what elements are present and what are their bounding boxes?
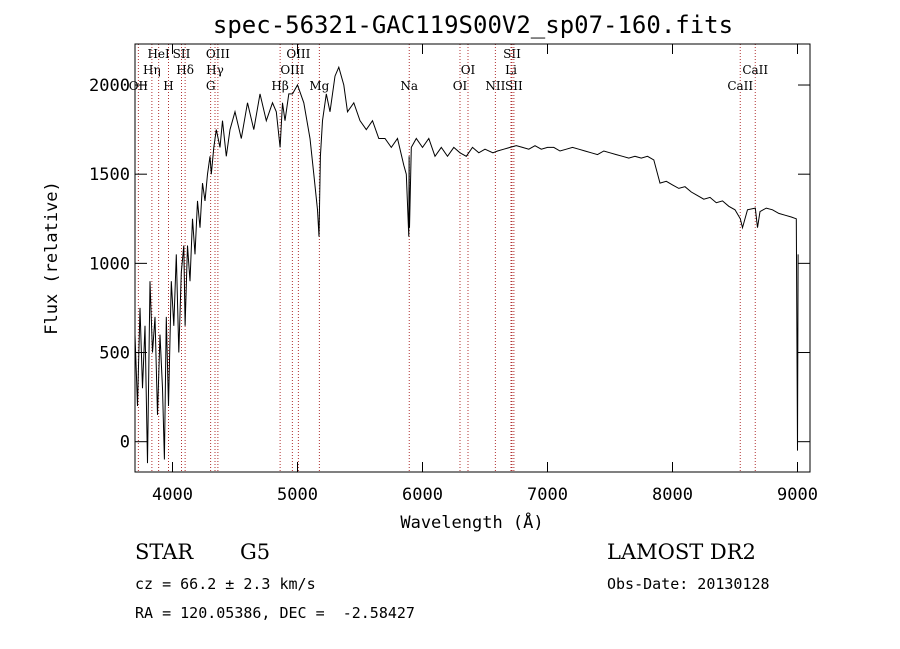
object-type: STAR — [135, 540, 194, 564]
y-tick-label-3: 1500 — [89, 165, 130, 185]
coordinates: RA = 120.05386, DEC = -2.58427 — [135, 604, 415, 622]
line-label-12: Mg — [309, 79, 329, 93]
line-label-5: SII — [173, 47, 191, 61]
x-tick-label-5: 9000 — [777, 485, 818, 505]
line-label-4: Hδ — [176, 63, 194, 77]
subclass: G5 — [240, 540, 271, 564]
line-label-21: CaII — [742, 63, 768, 77]
line-label-3: H — [163, 79, 173, 93]
line-label-2: HeI — [147, 47, 170, 61]
line-label-9: Hβ — [271, 79, 288, 93]
x-tick-label-4: 8000 — [652, 485, 693, 505]
x-axis-label: Wavelength (Å) — [400, 511, 543, 533]
line-label-0: OII — [129, 79, 149, 93]
chart-title: spec-56321-GAC119S00V2_sp07-160.fits — [213, 11, 733, 39]
y-tick-label-4: 2000 — [89, 76, 130, 96]
line-label-18: SII — [503, 47, 521, 61]
obs-date: Obs-Date: 20130128 — [607, 575, 770, 593]
line-label-6: G — [206, 79, 216, 93]
line-label-13: Na — [400, 79, 418, 93]
line-label-20: CaII — [727, 79, 753, 93]
line-label-7: Hγ — [206, 63, 224, 77]
y-tick-label-0: 0 — [120, 433, 130, 453]
x-tick-label-2: 6000 — [402, 485, 443, 505]
line-label-15: OI — [461, 63, 476, 77]
spectral-line-markers: OII Hη HeI HHδ SII G Hγ OIII Hβ OIII OIII Mg Na OI OI N… — [129, 44, 768, 472]
line-label-8: OIII — [206, 47, 230, 61]
x-tick-label-1: 5000 — [277, 485, 318, 505]
plot-frame — [134, 43, 811, 473]
x-tick-label-0: 4000 — [152, 485, 193, 505]
line-label-19: SII — [505, 79, 523, 93]
series-layer — [134, 65, 799, 464]
line-label-17: Li — [505, 63, 517, 77]
x-tick-label-3: 7000 — [527, 485, 568, 505]
line-label-11: OIII — [286, 47, 310, 61]
axis-ticks: 4000 5000 6000 7000 8000 9000 0 500 1000 1500 2000 — [89, 44, 818, 505]
survey-name: LAMOST DR2 — [607, 540, 756, 564]
y-axis-label: Flux (relative) — [42, 181, 62, 335]
y-tick-label-2: 1000 — [89, 254, 130, 274]
redshift-cz: cz = 66.2 ± 2.3 km/s — [135, 575, 316, 593]
line-label-10: OIII — [280, 63, 304, 77]
line-label-14: OI — [453, 79, 468, 93]
y-tick-label-1: 500 — [99, 344, 130, 364]
line-label-1: Hη — [143, 63, 161, 77]
spectrum-line — [134, 65, 799, 464]
line-label-16: NII — [485, 79, 505, 93]
